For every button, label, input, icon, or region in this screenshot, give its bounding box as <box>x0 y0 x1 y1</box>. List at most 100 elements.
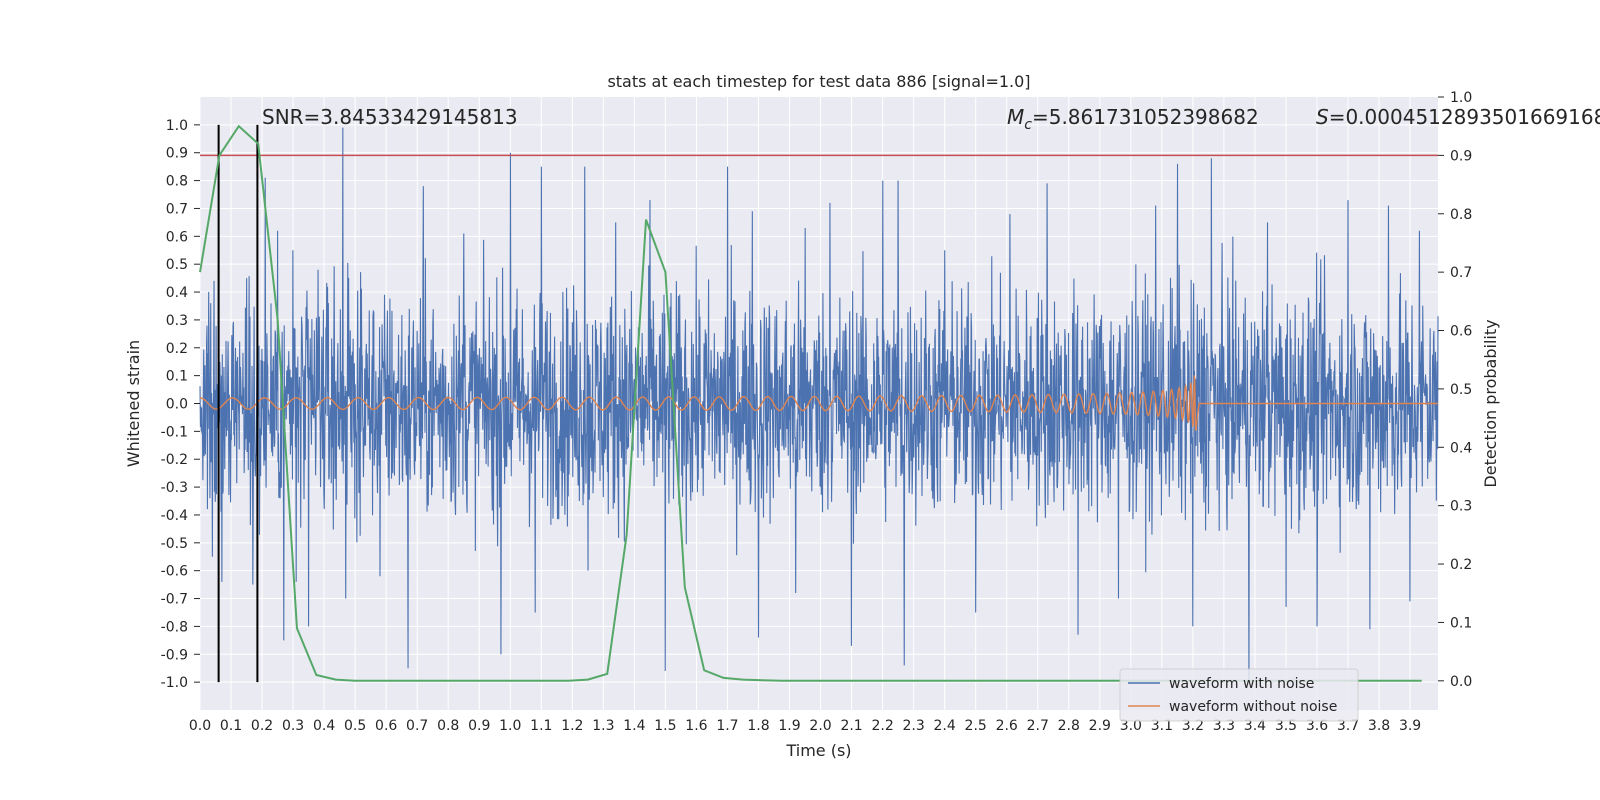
y-tick-label: -0.7 <box>161 592 188 608</box>
x-tick-label: 0.7 <box>406 718 428 734</box>
y2-tick-label: 0.6 <box>1450 324 1472 340</box>
y2-tick-label: 0.5 <box>1450 382 1472 398</box>
y-axis-label: Whitened strain <box>124 340 143 467</box>
x-tick-label: 2.4 <box>934 718 956 734</box>
x-tick-label: 2.3 <box>903 718 925 734</box>
x-axis-ticks: 0.0 0.1 0.2 0.3 0.4 0.5 0.6 0.7 0.8 0.9 1.0 1.1 1.2 1… <box>189 718 1421 734</box>
y-tick-label: -1.0 <box>161 675 188 691</box>
y-tick-label: -0.9 <box>161 647 188 663</box>
noise-trace <box>199 127 1439 683</box>
y-tick-label: 0.8 <box>166 174 188 190</box>
x-tick-label: 3.4 <box>1244 718 1266 734</box>
series-detection-probability <box>199 124 1422 682</box>
y-tick-label: -0.4 <box>161 508 188 524</box>
y2-tick-label: 0.3 <box>1450 499 1472 515</box>
x-tick-label: 0.9 <box>468 718 490 734</box>
y2-tick-label: 0.4 <box>1450 440 1472 456</box>
y-tick-label: -0.8 <box>161 619 188 635</box>
s-value: =0.00045128935016691685 <box>1329 105 1600 129</box>
chirp-mass-annotation: Mc=5.861731052398682 <box>1007 105 1259 133</box>
y-tick-label: 0.5 <box>166 257 188 273</box>
y-tick-label: -0.3 <box>161 480 188 496</box>
y-tick-label: 1.0 <box>166 118 188 134</box>
x-tick-label: 1.9 <box>778 718 800 734</box>
x-tick-label: 2.7 <box>1027 718 1049 734</box>
mc-symbol: M <box>1007 105 1024 129</box>
x-tick-label: 2.9 <box>1089 718 1111 734</box>
y2-tick-label: 0.7 <box>1450 265 1472 281</box>
x-tick-label: 1.1 <box>530 718 552 734</box>
y2-tick-label: 0.1 <box>1450 615 1472 631</box>
y-tick-label: -0.6 <box>161 564 188 580</box>
series-waveform-with-noise <box>199 127 1439 683</box>
y-tick-label: -0.2 <box>161 452 188 468</box>
x-tick-label: 1.3 <box>592 718 614 734</box>
legend-label-noise: waveform with noise <box>1169 676 1314 692</box>
y2-tick-label: 1.0 <box>1450 90 1472 106</box>
x-tick-label: 3.8 <box>1368 718 1390 734</box>
annotations: SNR=3.84533429145813 Mc=5.86173105239868… <box>262 105 1600 133</box>
x-tick-label: 3.2 <box>1182 718 1204 734</box>
x-axis-label: Time (s) <box>785 741 851 760</box>
x-tick-label: 3.3 <box>1213 718 1235 734</box>
x-tick-label: 3.9 <box>1399 718 1421 734</box>
x-tick-label: 1.5 <box>654 718 676 734</box>
x-tick-label: 0.6 <box>375 718 397 734</box>
x-tick-label: 3.6 <box>1306 718 1328 734</box>
y-tick-label: -0.1 <box>161 424 188 440</box>
series-waveform-without-noise <box>199 375 1438 431</box>
x-tick-label: 2.2 <box>871 718 893 734</box>
mc-subscript: c <box>1024 117 1032 133</box>
snr-annotation: SNR=3.84533429145813 <box>262 105 518 129</box>
x-tick-label: 1.2 <box>561 718 583 734</box>
y-axis-ticks: 1.0 0.9 0.8 0.7 0.6 0.5 0.4 0.3 0.2 0.1 0.0 -0.1 -0.… <box>161 118 200 691</box>
s-symbol: S <box>1316 105 1329 129</box>
x-tick-label: 1.4 <box>623 718 645 734</box>
legend: waveform with noise waveform without noi… <box>1119 668 1359 722</box>
x-tick-label: 0.5 <box>344 718 366 734</box>
x-tick-label: 1.8 <box>747 718 769 734</box>
x-tick-label: 3.7 <box>1337 718 1359 734</box>
s-annotation: S=0.00045128935016691685 <box>1316 105 1600 129</box>
x-tick-label: 3.1 <box>1151 718 1173 734</box>
legend-label-clean: waveform without noise <box>1169 699 1337 715</box>
x-tick-label: 3.0 <box>1120 718 1142 734</box>
x-tick-label: 0.4 <box>313 718 335 734</box>
x-tick-label: 2.8 <box>1058 718 1080 734</box>
x-tick-label: 0.3 <box>282 718 304 734</box>
x-tick-label: 0.0 <box>189 718 211 734</box>
x-tick-label: 1.0 <box>499 718 521 734</box>
y-tick-label: 0.1 <box>166 369 188 385</box>
y-tick-label: 0.2 <box>166 341 188 357</box>
y2-tick-label: 0.9 <box>1450 148 1472 164</box>
probability-trace <box>199 124 1422 682</box>
x-tick-label: 0.1 <box>220 718 242 734</box>
x-tick-label: 0.2 <box>251 718 273 734</box>
x-tick-label: 0.8 <box>437 718 459 734</box>
mc-value: =5.861731052398682 <box>1032 105 1259 129</box>
y-tick-label: 0.4 <box>166 285 188 301</box>
x-tick-label: 1.6 <box>685 718 707 734</box>
x-tick-label: 2.5 <box>965 718 987 734</box>
y-tick-label: 0.7 <box>166 201 188 217</box>
y2-tick-label: 0.8 <box>1450 207 1472 223</box>
y2-tick-label: 0.2 <box>1450 557 1472 573</box>
x-tick-label: 2.0 <box>809 718 831 734</box>
clean-trace <box>199 375 1438 431</box>
y-tick-label: 0.9 <box>166 146 188 162</box>
y2-axis-ticks: 1.0 0.9 0.8 0.7 0.6 0.5 0.4 0.3 0.2 0.1 0.0 <box>1438 90 1472 690</box>
y-tick-label: 0.6 <box>166 229 188 245</box>
chart-title: stats at each timestep for test data 886… <box>607 72 1030 91</box>
y2-axis-label: Detection probability <box>1481 319 1500 487</box>
x-tick-label: 2.6 <box>996 718 1018 734</box>
reference-lines <box>200 124 1438 683</box>
x-tick-label: 3.5 <box>1275 718 1297 734</box>
y-tick-label: -0.5 <box>161 536 188 552</box>
y-tick-label: 0.3 <box>166 313 188 329</box>
y2-tick-label: 0.0 <box>1450 674 1472 690</box>
y-tick-label: 0.0 <box>166 397 188 413</box>
x-tick-label: 1.7 <box>716 718 738 734</box>
legend-box <box>1119 668 1359 722</box>
x-tick-label: 2.1 <box>840 718 862 734</box>
